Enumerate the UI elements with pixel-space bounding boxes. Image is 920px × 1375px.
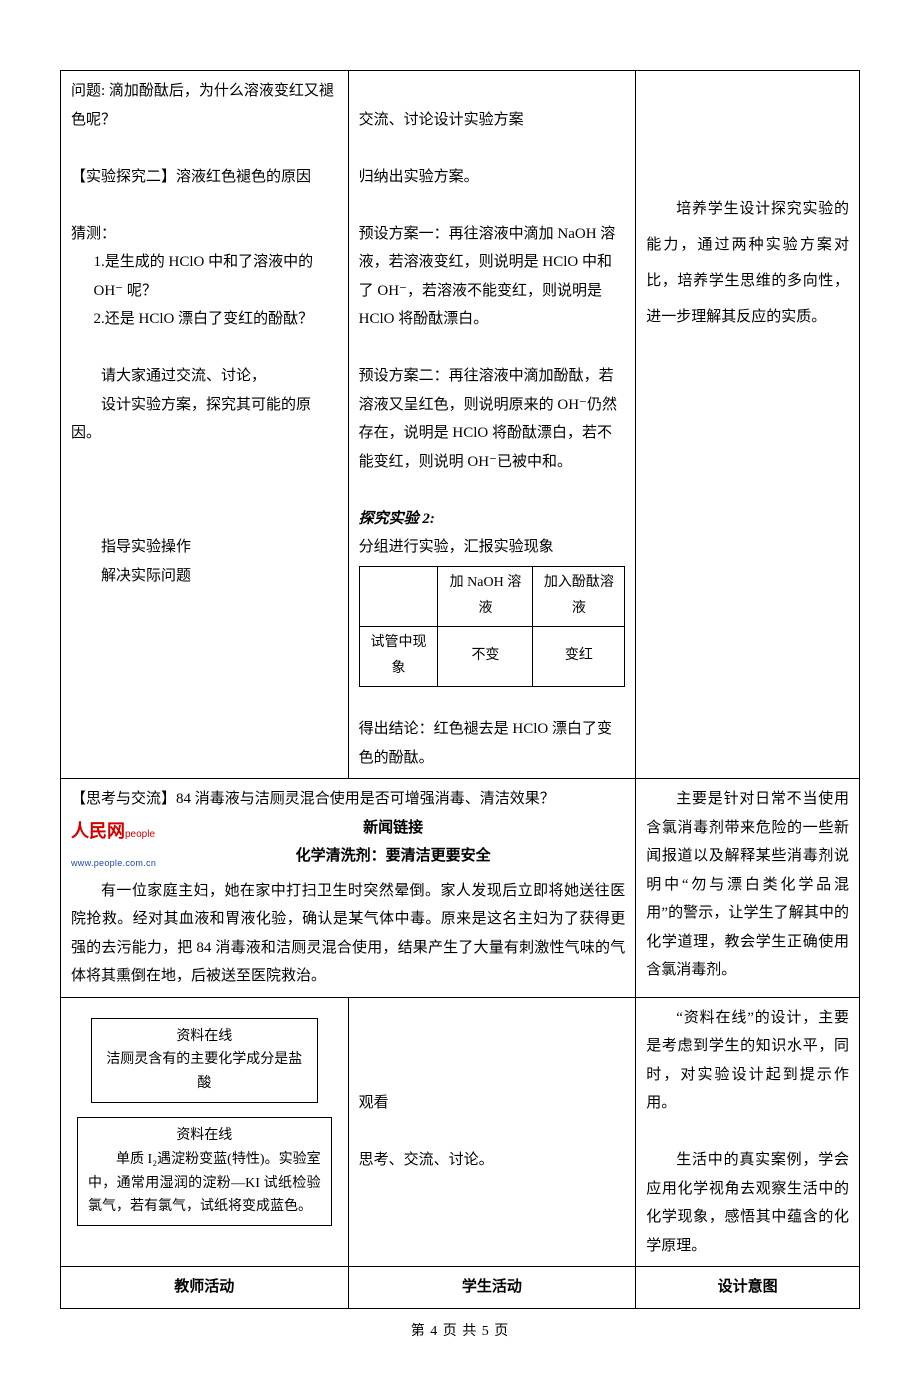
news-label: 新闻链接 xyxy=(161,814,625,843)
question-line: 问题: 滴加酚酞后，为什么溶液变红又褪色呢？ xyxy=(71,83,334,128)
page-number: 第 4 页 共 5 页 xyxy=(60,1319,860,1346)
student-watch: 观看 xyxy=(359,1095,389,1111)
logo-url: www.people.com.cn xyxy=(71,858,156,868)
intent-cell-2: 主要是针对日常不当使用含氯消毒剂带来危险的一些新闻报道以及解释某些消毒剂说明中“… xyxy=(636,779,860,997)
info-box-2: 资料在线 单质 I₂遇淀粉变蓝(特性)。实验室中，通常用湿润的淀粉—KI 试纸检… xyxy=(77,1117,332,1226)
intent-3b: 生活中的真实案例，学会应用化学视角去观察生活中的化学现象，感悟其中蕴含的化学原理… xyxy=(646,1146,849,1260)
student-cell-1: 交流、讨论设计实验方案 归纳出实验方案。 预设方案一：再往溶液中滴加 NaOH … xyxy=(348,71,636,779)
info-box-1: 资料在线 洁厕灵含有的主要化学成分是盐酸 xyxy=(91,1018,318,1103)
logo-main: 人民网 xyxy=(71,821,125,841)
inner-row-label: 试管中现象 xyxy=(359,626,438,686)
student-step-1: 交流、讨论设计实验方案 xyxy=(359,112,524,128)
intent-3a: “资料在线”的设计，主要是考虑到学生的知识水平，同时，对实验设计起到提示作用。 xyxy=(646,1004,849,1118)
ask-line-1: 请大家通过交流、讨论， xyxy=(71,362,338,391)
inner-experiment-title: 探究实验 2: xyxy=(359,511,435,527)
renminwang-logo: 人民网people www.people.com.cn xyxy=(71,814,161,877)
teacher-cell-1: 问题: 滴加酚酞后，为什么溶液变红又褪色呢？ 【实验探究二】溶液红色褪色的原因 … xyxy=(61,71,349,779)
intent-cell-1: 培养学生设计探究实验的能力，通过两种实验方案对比，培养学生思维的多向性，进一步理… xyxy=(636,71,860,779)
logo-sub: people xyxy=(125,829,155,840)
intent-2: 主要是针对日常不当使用含氯消毒剂带来危险的一些新闻报道以及解释某些消毒剂说明中“… xyxy=(646,785,849,985)
plan-1: 预设方案一：再往溶液中滴加 NaOH 溶液，若溶液变红，则说明是 HClO 中和… xyxy=(359,226,616,328)
content-row-2: 【思考与交流】84 消毒液与洁厕灵混合使用是否可增强消毒、清洁效果？ 人民网pe… xyxy=(61,779,860,997)
page: 问题: 滴加酚酞后，为什么溶液变红又褪色呢？ 【实验探究二】溶液红色褪色的原因 … xyxy=(0,0,920,1375)
info-box-2-body: 单质 I₂遇淀粉变蓝(特性)。实验室中，通常用湿润的淀粉—KI 试纸检验氯气，若… xyxy=(88,1148,321,1219)
conclusion: 得出结论：红色褪去是 HClO 漂白了变色的酚酞。 xyxy=(359,721,612,766)
inner-h0 xyxy=(359,566,438,626)
intent-cell-3: “资料在线”的设计，主要是考虑到学生的知识水平，同时，对实验设计起到提示作用。 … xyxy=(636,997,860,1267)
inner-cell-1: 不变 xyxy=(438,626,533,686)
intent-1: 培养学生设计探究实验的能力，通过两种实验方案对比，培养学生思维的多向性，进一步理… xyxy=(646,191,849,335)
teacher-cell-3: 资料在线 洁厕灵含有的主要化学成分是盐酸 资料在线 单质 I₂遇淀粉变蓝(特性)… xyxy=(61,997,349,1267)
student-step-2: 归纳出实验方案。 xyxy=(359,169,479,185)
info-box-2-title: 资料在线 xyxy=(88,1124,321,1148)
experiment-title: 【实验探究二】溶液红色褪色的原因 xyxy=(71,169,311,185)
lesson-table: 问题: 滴加酚酞后，为什么溶液变红又褪色呢？ 【实验探究二】溶液红色褪色的原因 … xyxy=(60,70,860,1309)
inner-experiment-sub: 分组进行实验，汇报实验现象 xyxy=(359,539,554,555)
news-cell: 【思考与交流】84 消毒液与洁厕灵混合使用是否可增强消毒、清洁效果？ 人民网pe… xyxy=(61,779,636,997)
think-title: 【思考与交流】84 消毒液与洁厕灵混合使用是否可增强消毒、清洁效果？ xyxy=(71,791,555,807)
student-cell-3: 观看 思考、交流、讨论。 xyxy=(348,997,636,1267)
inner-h2: 加入酚酞溶液 xyxy=(533,566,625,626)
plan-2: 预设方案二：再往溶液中滴加酚酞，若溶液又呈红色，则说明原来的 OH⁻仍然存在，说… xyxy=(359,368,617,470)
inner-cell-2: 变红 xyxy=(533,626,625,686)
guess-1: 1.是生成的 HClO 中和了溶液中的OH⁻ 呢？ xyxy=(71,248,338,305)
inner-header-row: 加 NaOH 溶液 加入酚酞溶液 xyxy=(359,566,625,626)
news-body: 有一位家庭主妇，她在家中打扫卫生时突然晕倒。家人发现后立即将她送往医院抢救。经对… xyxy=(71,877,625,991)
news-title: 化学清洗剂：要清洁更要安全 xyxy=(161,842,625,871)
guess-label: 猜测： xyxy=(71,226,116,242)
ask-line-2: 设计实验方案，探究其可能的原因。 xyxy=(71,391,338,448)
student-discuss: 思考、交流、讨论。 xyxy=(359,1152,494,1168)
guide-line-1: 指导实验操作 xyxy=(71,533,338,562)
experiment-result-table: 加 NaOH 溶液 加入酚酞溶液 试管中现象 不变 变红 xyxy=(359,566,626,687)
inner-h1: 加 NaOH 溶液 xyxy=(438,566,533,626)
guess-2: 2.还是 HClO 漂白了变红的酚酞？ xyxy=(71,305,338,334)
content-row-3: 资料在线 洁厕灵含有的主要化学成分是盐酸 资料在线 单质 I₂遇淀粉变蓝(特性)… xyxy=(61,997,860,1267)
info-box-1-body: 洁厕灵含有的主要化学成分是盐酸 xyxy=(102,1048,307,1096)
guide-line-2: 解决实际问题 xyxy=(71,562,338,591)
content-row-1: 问题: 滴加酚酞后，为什么溶液变红又褪色呢？ 【实验探究二】溶液红色褪色的原因 … xyxy=(61,71,860,779)
inner-data-row: 试管中现象 不变 变红 xyxy=(359,626,625,686)
info-box-1-title: 资料在线 xyxy=(102,1025,307,1049)
